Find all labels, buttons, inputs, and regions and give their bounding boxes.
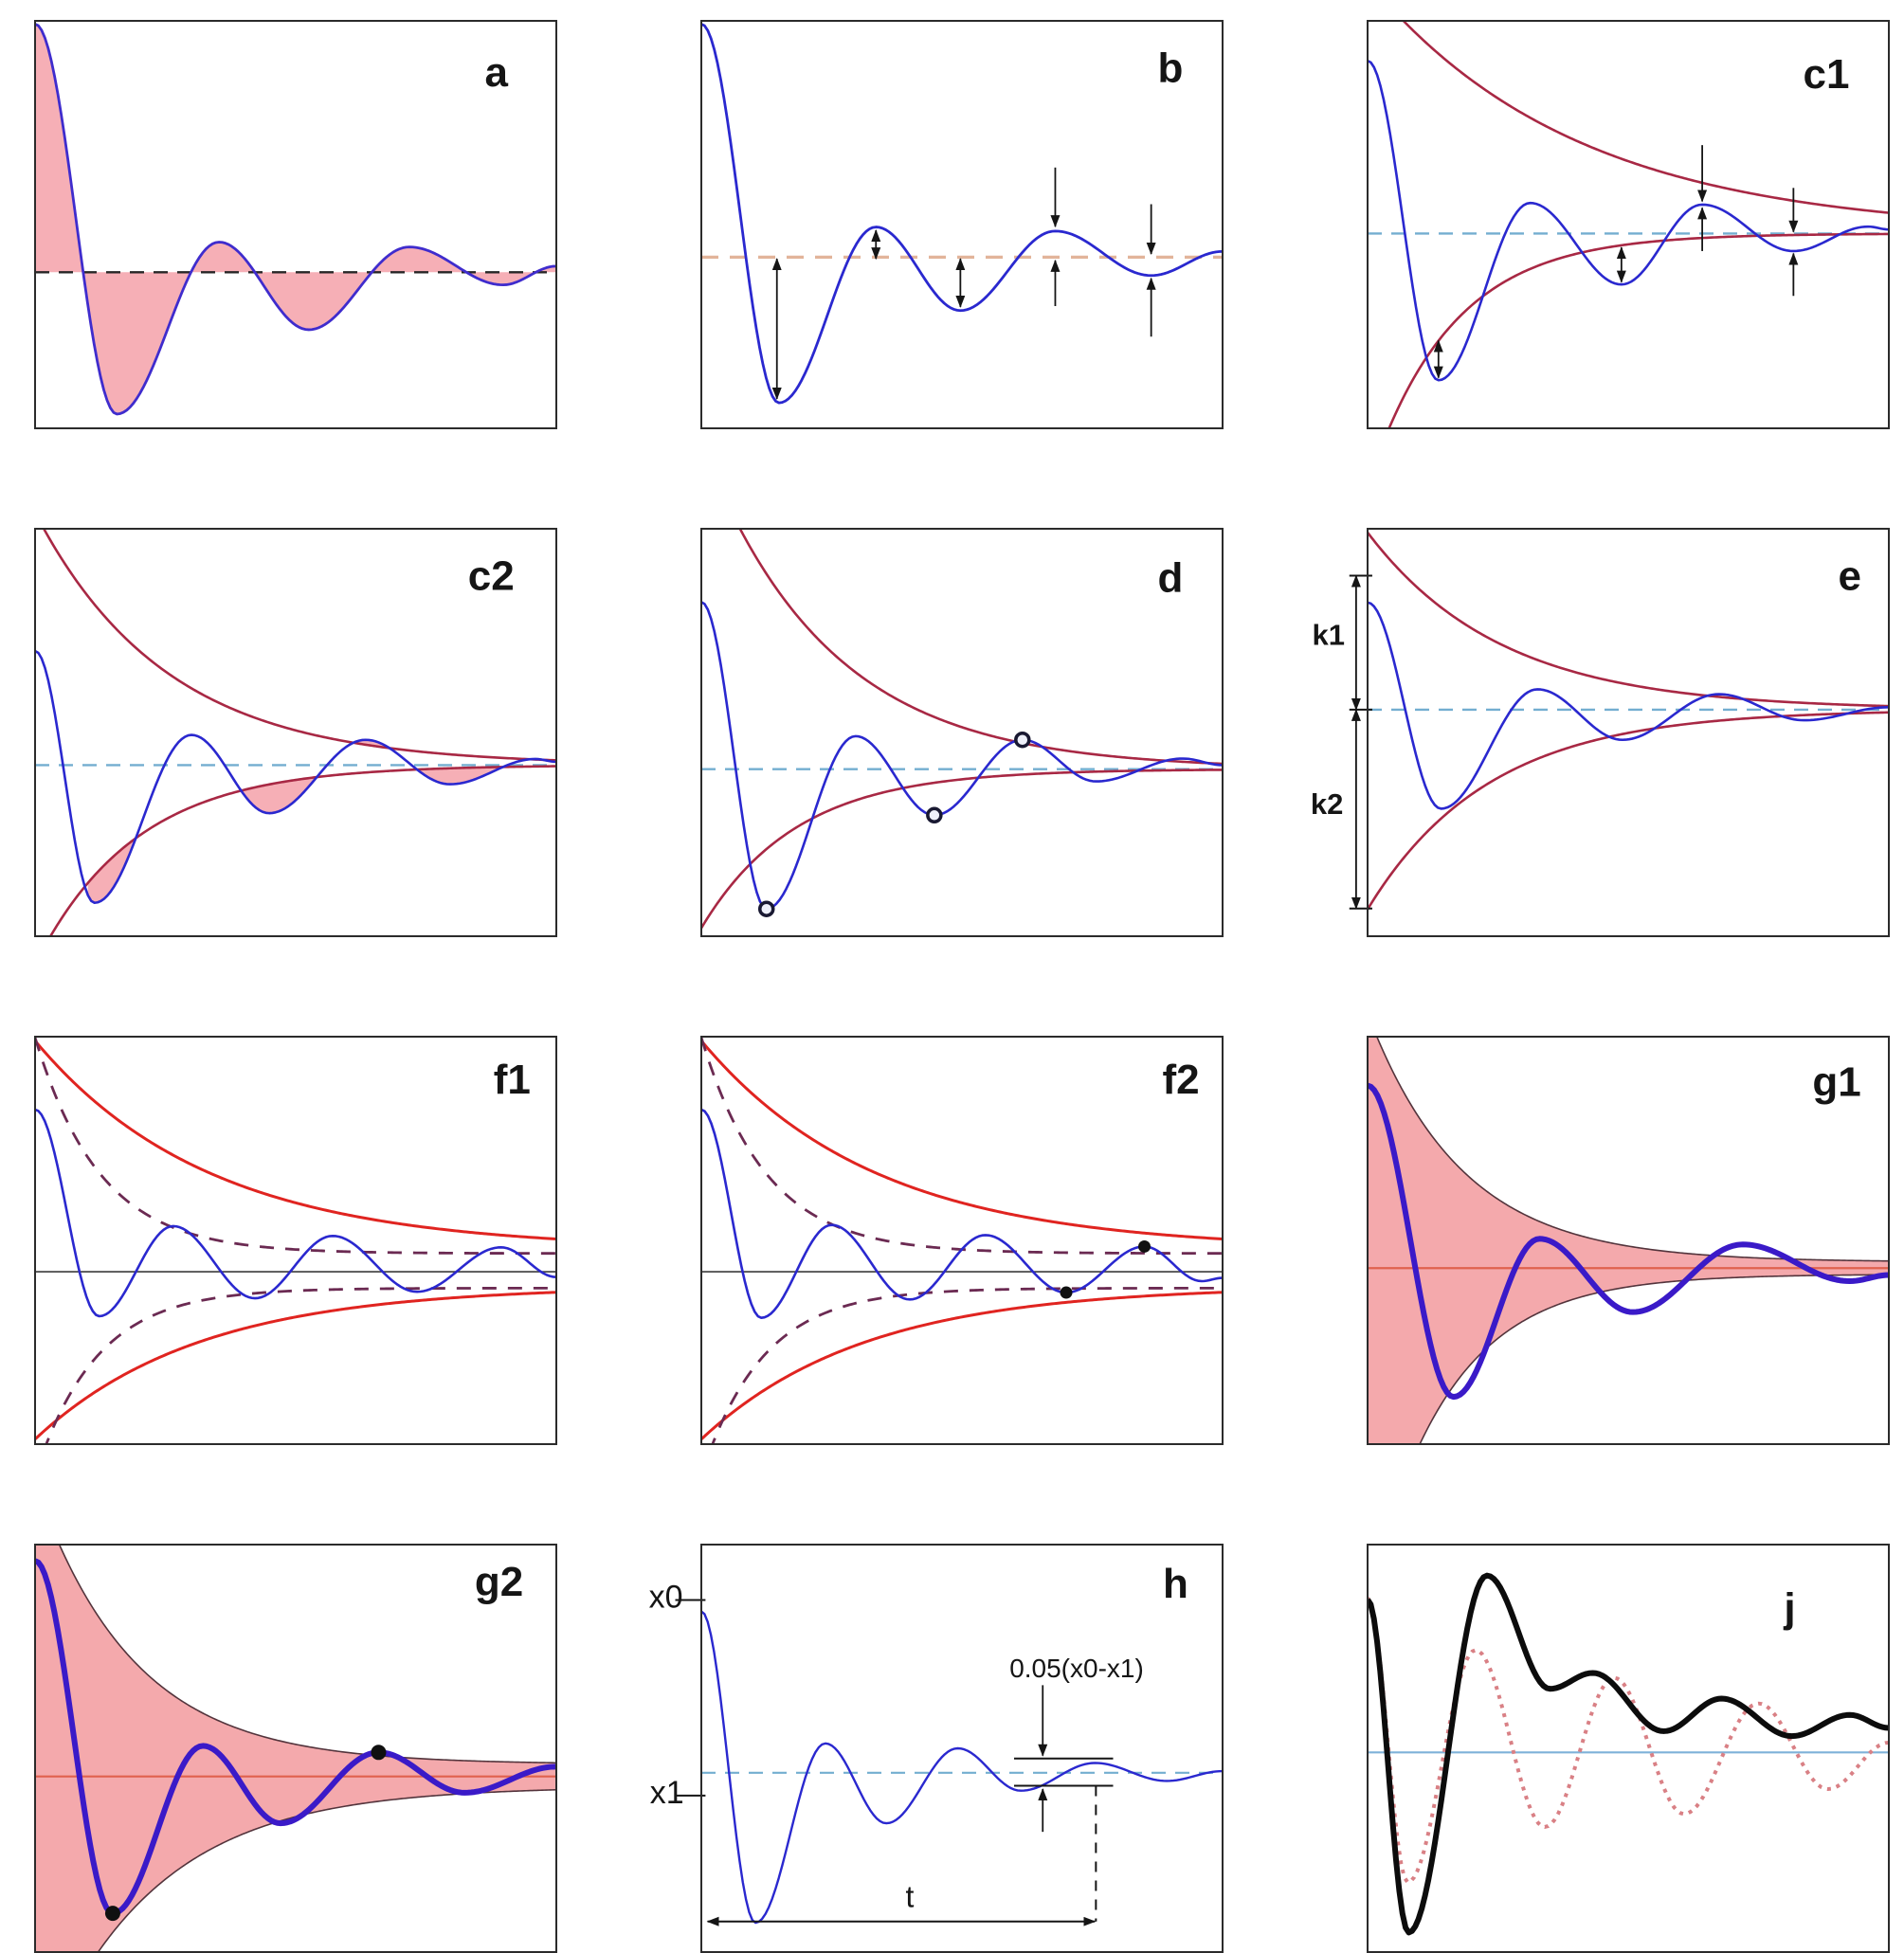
- extremum-marker: [758, 900, 775, 917]
- panel-label: d: [1158, 555, 1184, 602]
- panel-label: f2: [1162, 1057, 1199, 1103]
- panel-j-background: [1368, 1545, 1889, 1952]
- panel-h: x0 x1 0.05(x0-x1) t h: [578, 1544, 1224, 1953]
- envelope-band-fill: [35, 1545, 556, 1952]
- damped-oscillation: [1368, 59, 1889, 382]
- panel-label: e: [1839, 553, 1861, 600]
- panel-c1-background: [1368, 21, 1889, 428]
- panel-f2: f2: [578, 1036, 1224, 1445]
- upper-envelope: [1402, 21, 1889, 214]
- annotation-text-k1: k1: [1313, 619, 1345, 652]
- lower-envelope-dashed: [711, 1286, 1223, 1444]
- damped-oscillation: [701, 601, 1223, 911]
- damped-oscillation: [701, 1610, 1223, 1925]
- black-oscillation: [1368, 1572, 1889, 1936]
- panel-d-background: [701, 529, 1223, 936]
- panel-border: [700, 20, 1224, 429]
- upper-envelope: [1368, 532, 1889, 708]
- panel-d-plot: d: [700, 528, 1224, 937]
- panel-g1-plot: g1: [1367, 1036, 1890, 1445]
- panel-b-background: [701, 21, 1223, 428]
- lower-envelope: [48, 765, 556, 936]
- upper-envelope-solid: [35, 1040, 556, 1240]
- extremum-marker: [1138, 1239, 1151, 1253]
- panel-g1: g1: [1244, 1036, 1890, 1445]
- panel-e-plot: k1 k2 e: [1311, 528, 1890, 937]
- panel-c2: c2: [0, 528, 557, 937]
- upper-envelope: [1375, 1037, 1889, 1262]
- panel-border: [1367, 1544, 1890, 1953]
- panel-f2-plot: f2: [700, 1036, 1224, 1445]
- panel-label: c1: [1804, 51, 1850, 98]
- lower-envelope: [1387, 232, 1889, 428]
- panel-border: [34, 528, 557, 937]
- damped-oscillation: [1368, 1082, 1889, 1401]
- lower-envelope-solid: [701, 1291, 1223, 1440]
- panel-label: g2: [475, 1559, 523, 1605]
- panel-label: f1: [494, 1057, 531, 1103]
- panel-c2-plot: c2: [34, 528, 557, 937]
- upper-envelope: [738, 529, 1223, 766]
- annotation-text-005x0x1: 0.05(x0-x1): [1009, 1654, 1144, 1683]
- panel-f1-background: [35, 1037, 556, 1444]
- panel-f1: f1: [0, 1036, 557, 1445]
- panel-border: [1367, 20, 1890, 429]
- panel-label: c2: [468, 553, 515, 600]
- panel-j-plot: j: [1367, 1544, 1890, 1953]
- lower-envelope: [1368, 711, 1889, 911]
- damped-oscillation: [35, 1558, 556, 1917]
- damped-oscillation: [35, 23, 556, 416]
- panel-border: [34, 20, 557, 429]
- extremum-marker: [1060, 1286, 1073, 1299]
- damped-oscillation: [35, 649, 556, 905]
- panel-a-plot: a: [34, 20, 557, 429]
- upper-envelope-solid: [701, 1040, 1223, 1240]
- extremum-marker: [926, 806, 943, 824]
- panel-label: h: [1163, 1561, 1188, 1607]
- upper-envelope-dashed: [35, 1037, 556, 1256]
- panel-border: [1367, 528, 1890, 937]
- area-fill: [35, 24, 556, 414]
- panel-e: k1 k2 e: [1244, 528, 1890, 937]
- upper-envelope: [58, 1545, 556, 1764]
- annotation-text-x1: x1: [650, 1775, 684, 1811]
- panel-border: [1367, 1036, 1890, 1445]
- panel-border: [700, 528, 1224, 937]
- panel-f1-plot: f1: [34, 1036, 557, 1445]
- panel-c1-plot: c1: [1367, 20, 1890, 429]
- panel-j: j: [1244, 1544, 1890, 1953]
- annotation-text-x0: x0: [649, 1580, 683, 1616]
- panel-b-plot: b: [700, 20, 1224, 429]
- damped-oscillation: [35, 1108, 556, 1318]
- panel-g2: g2: [0, 1544, 557, 1953]
- panel-a: a: [0, 20, 557, 429]
- panel-h-plot: x0 x1 0.05(x0-x1) t h: [649, 1544, 1224, 1953]
- upper-envelope: [42, 529, 556, 762]
- annotation-text-k2: k2: [1311, 787, 1343, 821]
- panel-label: a: [485, 49, 509, 96]
- panel-label: j: [1783, 1585, 1795, 1632]
- dotted-oscillation: [1368, 1597, 1889, 1885]
- panel-border: [34, 1036, 557, 1445]
- panel-d: d: [578, 528, 1224, 937]
- envelope-band-fill: [1368, 1037, 1889, 1444]
- panel-border: [700, 1036, 1224, 1445]
- panel-c1: c1: [1244, 20, 1890, 429]
- annotation-text-t: t: [906, 1880, 915, 1914]
- extremum-marker: [104, 1906, 120, 1922]
- panel-label: b: [1158, 45, 1184, 92]
- lower-envelope-dashed: [45, 1286, 556, 1444]
- panel-g2-plot: g2: [34, 1544, 557, 1953]
- damped-oscillation: [701, 23, 1223, 405]
- panel-border: [34, 1544, 557, 1953]
- extremum-marker: [371, 1745, 387, 1761]
- damped-oscillation: [1368, 601, 1889, 810]
- extremum-marker: [1014, 731, 1031, 749]
- panel-b: b: [578, 20, 1224, 429]
- panel-label: g1: [1812, 1058, 1860, 1105]
- lower-envelope: [1419, 1274, 1889, 1444]
- lower-envelope-solid: [35, 1291, 556, 1440]
- panel-border: [700, 1544, 1224, 1953]
